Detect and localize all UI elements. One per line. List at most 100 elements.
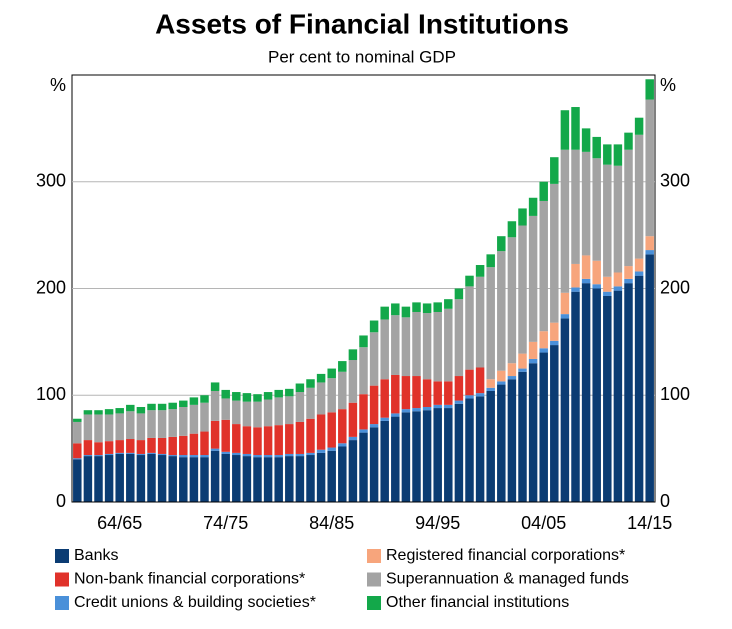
bar-segment	[104, 414, 114, 442]
bar-segment	[253, 427, 262, 456]
bar-segment	[507, 237, 517, 364]
bar-segment	[571, 287, 580, 292]
bar-segment	[550, 157, 559, 184]
bar-segment	[200, 431, 209, 456]
y-tick-label: 300	[36, 171, 66, 191]
bar-segment	[232, 452, 241, 456]
x-tick-label: 94/95	[415, 513, 460, 533]
bar-segment	[560, 318, 570, 502]
bar-segment	[221, 398, 230, 420]
y2-tick-label: 300	[660, 171, 690, 191]
bar-segment	[147, 452, 156, 454]
bar-segment	[391, 374, 400, 414]
bar-segment	[274, 455, 283, 458]
legend-label: Other financial institutions	[386, 594, 569, 611]
bar-segment	[613, 272, 623, 287]
bar-segment	[454, 376, 464, 401]
bar-segment	[295, 421, 305, 454]
bar-segment	[348, 349, 358, 361]
bar-segment	[327, 378, 336, 413]
bar-segment	[189, 397, 199, 405]
bar-segment	[179, 435, 188, 456]
bar-segment	[83, 414, 93, 441]
bar-segment	[486, 254, 495, 268]
bar-segment	[83, 455, 93, 457]
bar-segment	[444, 299, 453, 309]
bar-segment	[147, 453, 156, 502]
bar-segment	[253, 457, 262, 502]
bar-segment	[634, 275, 644, 502]
bar-segment	[94, 456, 103, 502]
bar-segment	[486, 379, 495, 388]
bar-segment	[592, 136, 601, 159]
bar-segment	[613, 144, 623, 166]
bar-segment	[592, 260, 601, 285]
bar-segment	[242, 401, 252, 427]
bar-segment	[115, 413, 124, 441]
bar-segment	[592, 284, 601, 289]
y-tick-label: 200	[36, 277, 66, 297]
bar-segment	[475, 265, 485, 277]
bar-segment	[327, 450, 336, 502]
bar-segment	[518, 368, 527, 372]
bar-segment	[581, 255, 591, 279]
bar-segment	[189, 455, 199, 458]
bar-segment	[401, 376, 411, 410]
bar-segment	[581, 151, 591, 256]
bar-segment	[422, 303, 432, 314]
bar-segment	[465, 275, 474, 287]
bar-segment	[306, 387, 315, 419]
bar-segment	[200, 395, 209, 403]
y-tick-label: 0	[56, 491, 66, 511]
bar-segment	[126, 404, 135, 412]
bar-segment	[83, 440, 93, 456]
bar-segment	[274, 457, 283, 502]
bar-segment	[136, 453, 146, 456]
bar-segment	[316, 373, 326, 383]
bar-segment	[412, 411, 421, 502]
y2-tick-label: 100	[660, 384, 690, 404]
bar-segment	[465, 286, 474, 370]
bar-segment	[539, 181, 548, 201]
bar-segment	[73, 458, 82, 460]
bar-segment	[592, 288, 601, 502]
bar-segment	[136, 406, 146, 414]
bar-segment	[200, 402, 209, 432]
bar-segment	[73, 459, 82, 502]
bar-segment	[581, 278, 591, 284]
bar-segment	[369, 427, 379, 502]
bar-segment	[104, 441, 114, 454]
bar-segment	[444, 408, 453, 502]
legend-swatch	[367, 572, 381, 587]
bar-segment	[412, 376, 421, 409]
bar-segment	[274, 425, 283, 456]
bar-segment	[603, 144, 612, 165]
bar-segment	[603, 291, 612, 296]
bar-segment	[369, 385, 379, 425]
bar-segment	[433, 302, 442, 312]
legend-label: Registered financial corporations*	[386, 547, 625, 564]
bar-segment	[200, 457, 209, 502]
bar-segment	[348, 402, 358, 437]
x-tick-label: 74/75	[203, 513, 248, 533]
bar-segment	[380, 306, 389, 320]
bar-segment	[189, 433, 199, 456]
bar-segment	[359, 429, 368, 433]
bar-segment	[624, 149, 633, 267]
bar-segment	[518, 208, 527, 226]
legend-swatch	[55, 572, 69, 587]
bar-segment	[168, 456, 177, 502]
bar-segment	[550, 322, 559, 341]
bar-segment	[73, 443, 82, 459]
bar-segment	[147, 437, 156, 453]
bar-segment	[465, 369, 474, 396]
bar-segment	[391, 315, 400, 375]
y2-tick-label: 0	[660, 491, 670, 511]
bar-segment	[327, 368, 336, 379]
bar-segment	[253, 401, 262, 428]
bar-segment	[83, 410, 93, 415]
bar-segment	[253, 394, 262, 402]
bar-segment	[560, 292, 570, 315]
bar-segment	[507, 376, 517, 380]
